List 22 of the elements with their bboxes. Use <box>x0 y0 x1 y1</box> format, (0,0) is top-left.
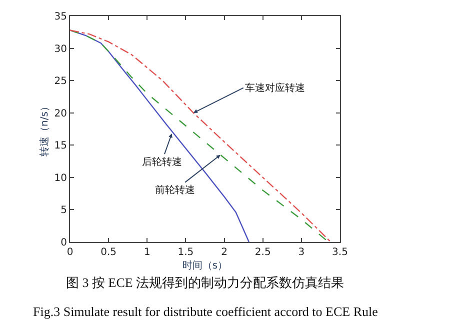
x-tick-label: 3.5 <box>332 247 348 258</box>
caption: Fig.3 Simulate result for distribute coefficient accord to ECE Rule <box>33 304 378 319</box>
y-tick-label: 10 <box>54 172 67 184</box>
x-tick-label: 1 <box>144 247 150 258</box>
x-tick-label: 2.5 <box>254 247 271 258</box>
annotation: 车速对应转速 <box>245 82 305 94</box>
y-tick-label: 25 <box>54 76 67 88</box>
x-tick-label: 1.5 <box>178 247 194 258</box>
annotation: 前轮转速 <box>155 184 195 196</box>
x-axis-title: 时间（s） <box>182 260 228 272</box>
y-tick-label: 15 <box>54 140 67 152</box>
annotation: 后轮转速 <box>142 156 182 168</box>
caption: 图 3 按 ECE 法规得到的制动力分配系数仿真结果 <box>66 275 344 290</box>
y-tick-label: 20 <box>54 108 67 120</box>
x-tick-label: 0.5 <box>100 247 117 258</box>
y-tick-label: 5 <box>60 205 67 216</box>
y-tick-label: 35 <box>54 12 67 22</box>
x-tick-label: 2 <box>221 247 228 258</box>
y-tick-label: 0 <box>60 238 67 248</box>
x-tick-label: 3 <box>298 247 305 258</box>
y-axis-title: 转速（n/s） <box>38 102 50 156</box>
y-tick-label: 30 <box>54 44 67 55</box>
